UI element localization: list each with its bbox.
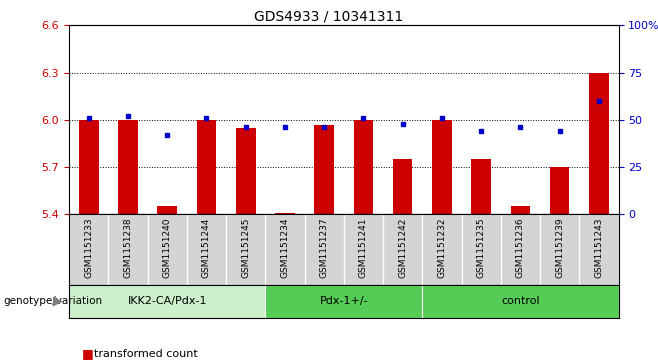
Bar <box>275 213 295 214</box>
Text: GSM1151233: GSM1151233 <box>84 218 93 278</box>
Bar <box>315 125 334 214</box>
Bar <box>589 73 609 214</box>
Bar <box>353 120 373 214</box>
Text: GSM1151240: GSM1151240 <box>163 218 172 278</box>
Bar <box>197 120 216 214</box>
Text: GSM1151232: GSM1151232 <box>438 218 446 278</box>
Text: genotype/variation: genotype/variation <box>3 296 103 306</box>
Text: ▶: ▶ <box>53 295 63 308</box>
Text: ■: ■ <box>82 347 93 360</box>
Text: GSM1151242: GSM1151242 <box>398 218 407 278</box>
Text: GSM1151245: GSM1151245 <box>241 218 250 278</box>
Text: GSM1151236: GSM1151236 <box>516 218 525 278</box>
Text: GSM1151239: GSM1151239 <box>555 218 564 278</box>
Text: GSM1151237: GSM1151237 <box>320 218 329 278</box>
Text: GSM1151238: GSM1151238 <box>124 218 132 278</box>
Text: control: control <box>501 296 540 306</box>
Bar <box>422 285 619 318</box>
Bar <box>393 159 413 214</box>
Bar <box>69 285 265 318</box>
Text: GSM1151241: GSM1151241 <box>359 218 368 278</box>
Bar <box>511 206 530 214</box>
Text: GDS4933 / 10341311: GDS4933 / 10341311 <box>255 9 403 23</box>
Bar <box>550 167 569 214</box>
Bar <box>471 159 491 214</box>
Bar <box>157 206 177 214</box>
Text: GSM1151243: GSM1151243 <box>594 218 603 278</box>
Bar <box>79 120 99 214</box>
Text: GSM1151235: GSM1151235 <box>476 218 486 278</box>
Text: transformed count: transformed count <box>94 349 198 359</box>
Bar <box>432 120 452 214</box>
Bar <box>118 120 138 214</box>
Bar <box>265 285 422 318</box>
Text: Pdx-1+/-: Pdx-1+/- <box>320 296 368 306</box>
Bar <box>236 128 255 214</box>
Text: GSM1151234: GSM1151234 <box>280 218 290 278</box>
Text: IKK2-CA/Pdx-1: IKK2-CA/Pdx-1 <box>128 296 207 306</box>
Text: GSM1151244: GSM1151244 <box>202 218 211 278</box>
